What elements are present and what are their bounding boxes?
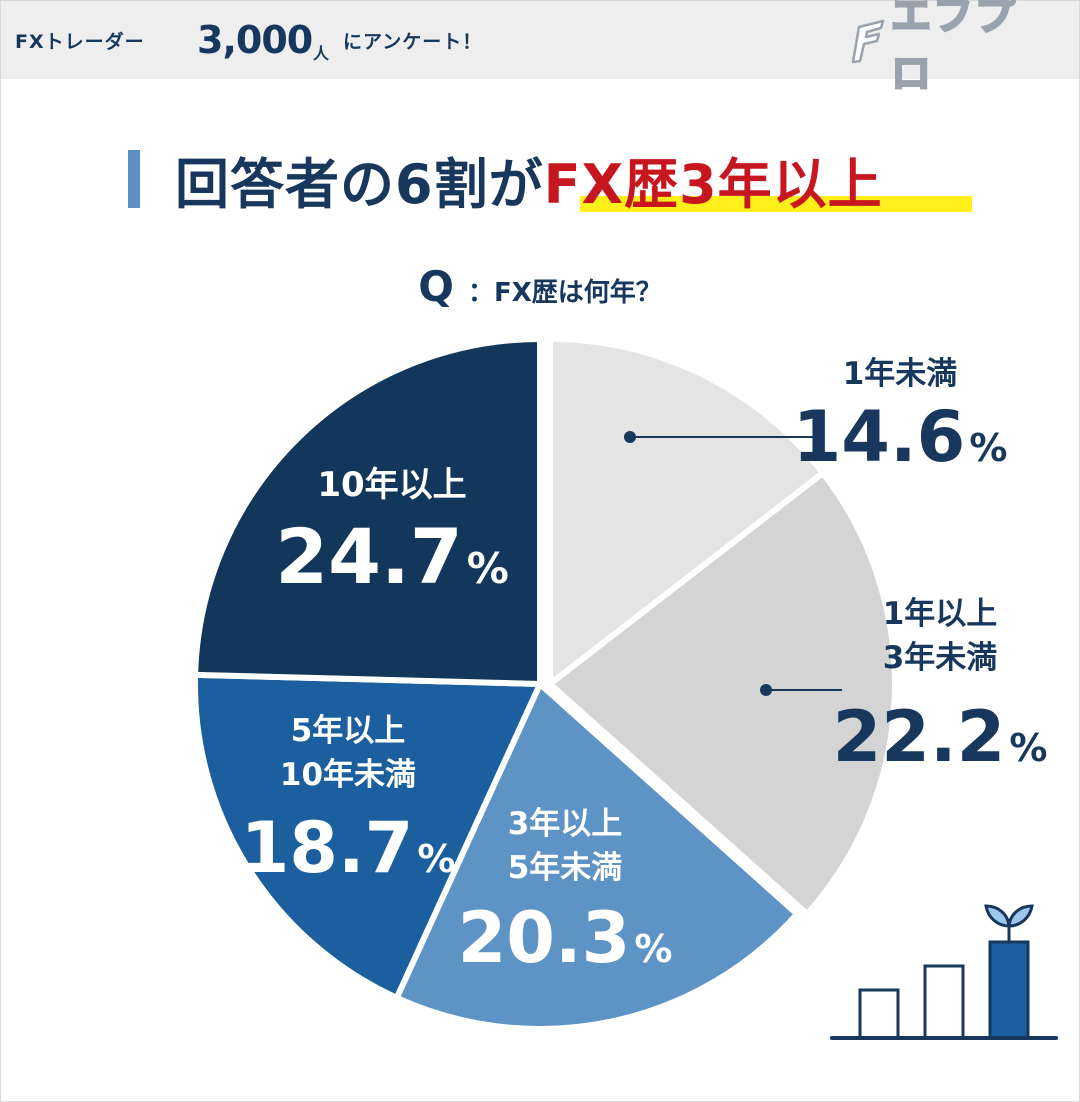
slice-value-label: 22.2%	[833, 696, 1048, 778]
pie-slice	[192, 335, 543, 688]
slice-value-number: 24.7	[275, 512, 463, 601]
slice-value-label: 18.7%	[241, 807, 456, 889]
page-title: 回答者の6割が FX歴3年以上	[175, 134, 883, 224]
title-prefix: 回答者の6割が	[175, 152, 544, 216]
slice-label-group: 1年以上 3年未満 22.2%	[760, 596, 1047, 778]
header-survey-suffix: にアンケート！	[343, 30, 483, 53]
slice-value-unit: %	[969, 426, 1007, 470]
growth-bars-icon	[830, 904, 1058, 1040]
question-text: ：FX歴は何年？	[467, 278, 662, 308]
slice-category-label: 10年以上	[317, 465, 466, 505]
slice-label-group: 5年以上 10年未満 18.7%	[241, 713, 456, 889]
header-respondent-count: 3,000	[197, 18, 313, 62]
logo-mark-icon	[851, 19, 885, 64]
slice-value-unit: %	[1009, 726, 1047, 770]
slice-value-number: 18.7	[241, 807, 414, 889]
pie-slice	[192, 671, 545, 1002]
pie-slice	[392, 679, 802, 1032]
slice-category-label: 3年未満	[883, 640, 998, 676]
slice-category-label: 3年以上	[508, 806, 623, 842]
pie-wedges	[192, 335, 898, 1032]
title-accent-bar	[128, 150, 140, 208]
slice-label-group: 3年以上 5年未満 20.3%	[458, 806, 673, 979]
question-mark-letter: Q	[418, 262, 454, 311]
slice-label-group: 1年未満 14.6%	[624, 356, 1007, 478]
header-count-unit: 人	[313, 44, 330, 63]
slice-value-number: 20.3	[458, 897, 631, 979]
slice-value-unit: %	[634, 927, 672, 971]
slice-value-label: 14.6%	[793, 396, 1008, 478]
header-survey-label: FXトレーダー	[15, 30, 145, 53]
slice-category-label: 1年未満	[843, 356, 958, 392]
pie-slice	[545, 468, 898, 919]
slice-category-label: 5年以上	[291, 713, 406, 749]
title-highlight-underline	[580, 196, 972, 212]
slice-category-label: 10年未満	[280, 757, 416, 793]
slice-value-number: 14.6	[793, 396, 966, 478]
header-bar: FXトレーダー 3,000 人 にアンケート！ エフプロ	[1, 0, 1079, 98]
slice-value-label: 20.3%	[458, 897, 673, 979]
slice-value-unit: %	[467, 544, 509, 593]
slice-label-group: 10年以上 24.7%	[275, 465, 509, 601]
pie-slice	[547, 335, 828, 691]
slice-value-unit: %	[417, 837, 455, 881]
slice-category-label: 5年未満	[508, 850, 623, 886]
slice-value-number: 22.2	[833, 696, 1006, 778]
title-highlight-text: FX歴3年以上	[543, 152, 883, 216]
slice-category-label: 1年以上	[883, 596, 998, 632]
slice-value-label: 24.7%	[275, 512, 509, 601]
question: Q ：FX歴は何年？	[0, 262, 1080, 311]
